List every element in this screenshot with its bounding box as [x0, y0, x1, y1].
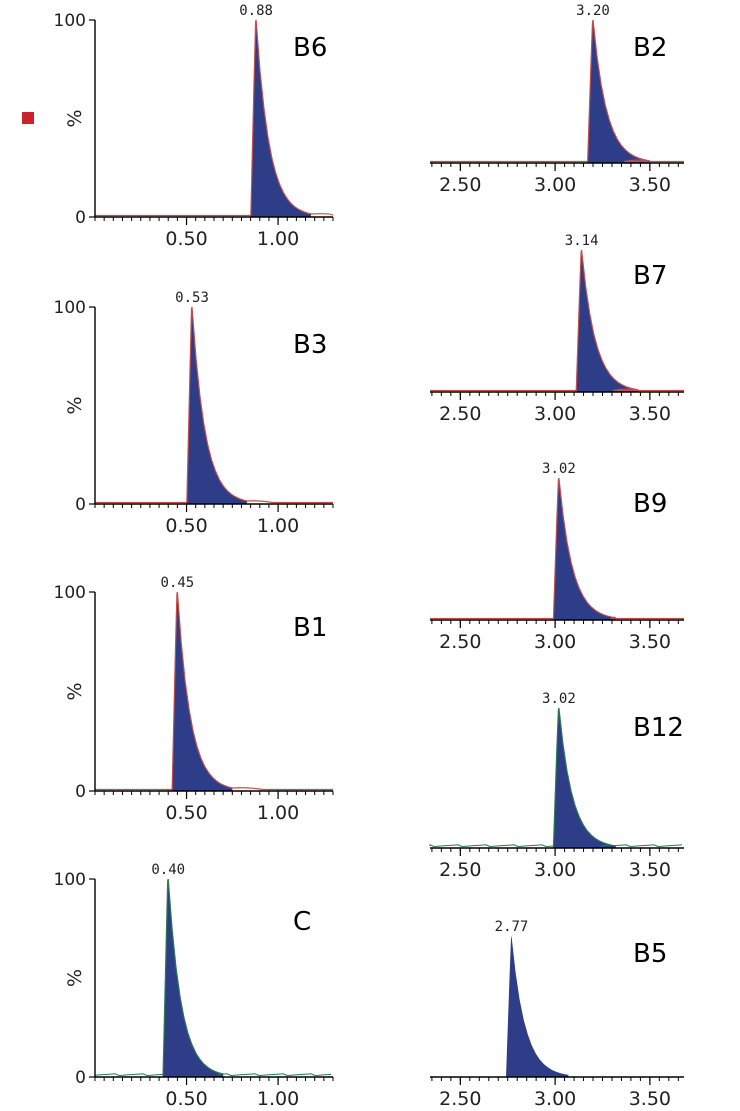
- x-tick-label: 0.50: [165, 1088, 207, 1110]
- peak-trace: [552, 477, 617, 621]
- x-tick-label: 2.50: [439, 403, 481, 425]
- y-tick-label: 100: [54, 11, 86, 31]
- peak-label: 0.88: [239, 3, 273, 19]
- y-axis-label: %: [64, 396, 86, 414]
- peak-area: [553, 708, 616, 848]
- x-tick-label: 3.00: [534, 631, 576, 653]
- peak-label: 3.02: [542, 461, 576, 477]
- x-tick-label: 0.50: [165, 802, 207, 824]
- peak-label: 2.77: [495, 919, 529, 935]
- y-tick-label: 100: [54, 870, 86, 890]
- peak-label: 0.45: [161, 575, 195, 591]
- x-tick-label: 2.50: [439, 631, 481, 653]
- legend-marker: [22, 112, 34, 124]
- panel-label: B3: [293, 330, 327, 360]
- peak-area: [172, 592, 233, 791]
- peak-trace: [575, 249, 639, 393]
- peak-label: 3.20: [576, 3, 610, 19]
- peak-label: 0.40: [151, 862, 185, 878]
- peak-area: [576, 250, 639, 392]
- panel-label: B1: [293, 613, 327, 643]
- peak-area: [163, 879, 224, 1077]
- peak-trace: [587, 19, 651, 164]
- peak-area: [506, 936, 569, 1077]
- peak-trace: [162, 878, 224, 1078]
- y-axis-label: %: [64, 109, 86, 127]
- x-tick-label: 1.00: [257, 515, 299, 537]
- x-tick-label: 3.50: [629, 174, 671, 196]
- x-tick-label: 1.00: [257, 228, 299, 250]
- x-tick-label: 3.50: [629, 403, 671, 425]
- panel-label: B6: [293, 33, 327, 63]
- x-tick-label: 3.50: [629, 631, 671, 653]
- y-tick-label: 0: [75, 782, 86, 802]
- y-tick-label: 100: [54, 298, 86, 318]
- y-tick-label: 0: [75, 1068, 86, 1088]
- x-tick-label: 3.00: [534, 1088, 576, 1110]
- panel-label: B7: [633, 261, 667, 291]
- x-tick-label: 2.50: [439, 174, 481, 196]
- panel-label: B5: [633, 939, 667, 969]
- peak-trace: [171, 591, 264, 792]
- peak-area: [587, 20, 650, 163]
- panel-label: B9: [633, 489, 667, 519]
- y-tick-label: 0: [75, 495, 86, 515]
- x-tick-label: 3.00: [534, 859, 576, 881]
- x-tick-label: 0.50: [165, 228, 207, 250]
- x-tick-label: 0.50: [165, 515, 207, 537]
- peak-area: [553, 478, 616, 620]
- x-tick-label: 2.50: [439, 1088, 481, 1110]
- y-tick-label: 100: [54, 583, 86, 603]
- x-tick-label: 1.00: [257, 1088, 299, 1110]
- peak-label: 3.02: [542, 691, 576, 707]
- peak-label: 3.14: [565, 233, 599, 249]
- panel-label: C: [293, 907, 311, 937]
- peak-area: [250, 20, 311, 217]
- peak-label: 0.53: [175, 290, 209, 306]
- peak-area: [186, 307, 247, 504]
- panel-label: B12: [633, 713, 684, 743]
- y-axis-label: %: [64, 969, 86, 987]
- x-tick-label: 2.50: [439, 859, 481, 881]
- x-tick-label: 3.50: [629, 1088, 671, 1110]
- peak-trace: [552, 707, 616, 849]
- peak-trace: [186, 306, 273, 505]
- x-tick-label: 3.00: [534, 403, 576, 425]
- x-tick-label: 3.50: [629, 859, 671, 881]
- y-axis-label: %: [64, 682, 86, 700]
- y-tick-label: 0: [75, 208, 86, 228]
- x-tick-label: 1.00: [257, 802, 299, 824]
- panel-label: B2: [633, 33, 667, 63]
- x-tick-label: 3.00: [534, 174, 576, 196]
- peak-trace: [250, 19, 334, 218]
